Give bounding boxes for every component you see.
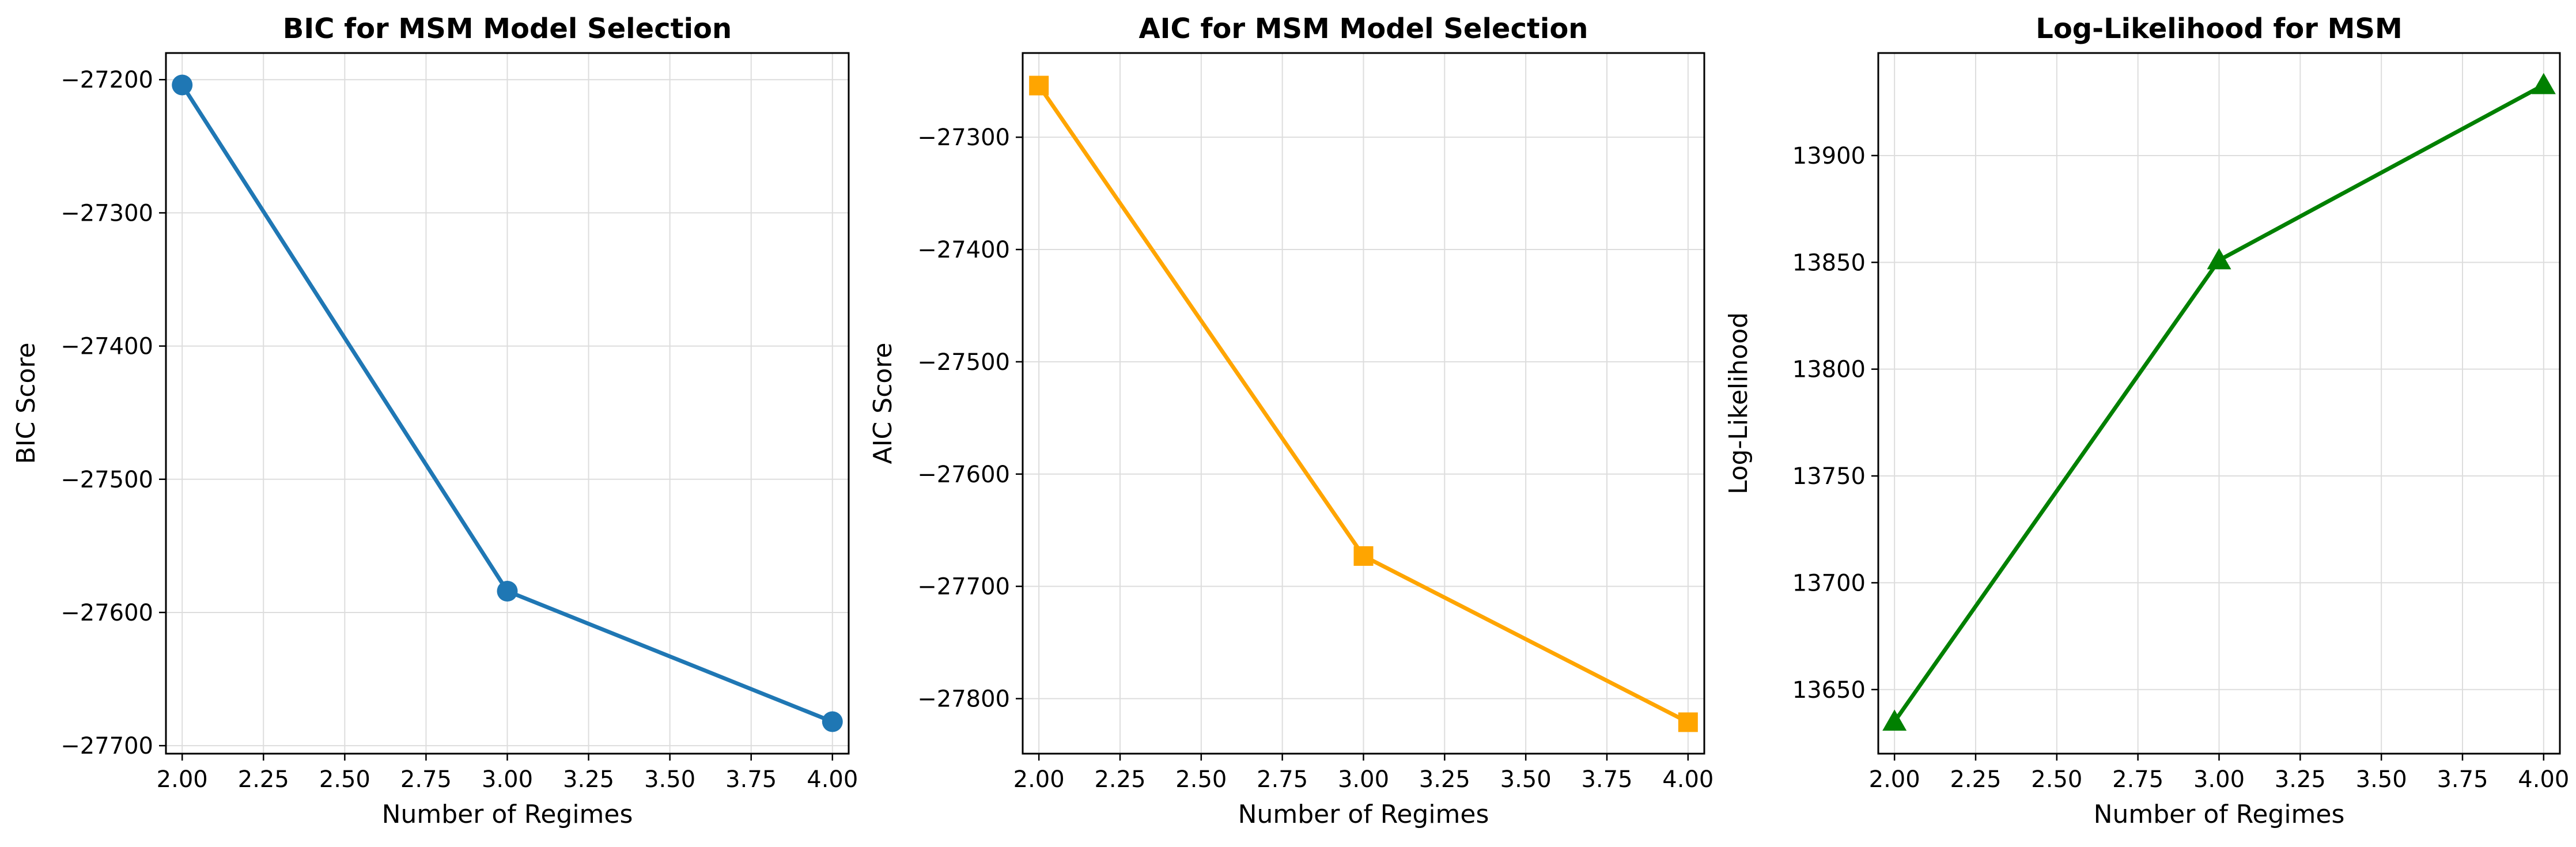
x-tick-label: 4.00 <box>1662 766 1713 793</box>
data-point <box>2207 248 2231 270</box>
x-tick-label: 3.25 <box>563 766 614 793</box>
x-tick-label: 2.75 <box>2112 766 2163 793</box>
y-tick-label: −27500 <box>60 467 153 493</box>
y-tick-label: −27200 <box>60 67 153 93</box>
x-tick-label: 2.25 <box>1094 766 1145 793</box>
data-point <box>172 74 193 96</box>
x-tick-label: 3.25 <box>1419 766 1470 793</box>
x-tick-label: 3.75 <box>725 766 777 793</box>
x-axis-label: Number of Regimes <box>1238 800 1489 829</box>
data-point <box>1353 546 1374 566</box>
x-tick-label: 3.00 <box>482 766 533 793</box>
x-tick-label: 3.25 <box>2275 766 2326 793</box>
y-tick-label: 13800 <box>1792 357 1866 383</box>
y-tick-label: −27800 <box>917 686 1010 713</box>
x-tick-label: 2.50 <box>1175 766 1227 793</box>
y-tick-label: 13900 <box>1792 143 1866 169</box>
y-tick-label: 13700 <box>1792 570 1866 596</box>
x-tick-label: 3.00 <box>2193 766 2245 793</box>
chart-panel-1: 2.00 2.25 2.50 2.75 3.00 3.25 3.50 3.75 4.00 −272… <box>12 13 858 829</box>
x-tick-label: 2.25 <box>1950 766 2001 793</box>
y-tick-label: −27300 <box>60 200 153 226</box>
x-tick-label: 2.75 <box>1257 766 1308 793</box>
y-tick-label: −27700 <box>60 733 153 759</box>
y-tick-label: −27600 <box>917 462 1010 488</box>
x-tick-label: 3.75 <box>2437 766 2488 793</box>
x-tick-label: 4.00 <box>2518 766 2569 793</box>
y-axis-label: BIC Score <box>12 342 41 464</box>
y-tick-label: −27400 <box>60 334 153 360</box>
y-axis-label: AIC Score <box>868 342 898 464</box>
data-point <box>497 580 518 602</box>
x-tick-label: 2.00 <box>1869 766 1920 793</box>
data-point <box>2531 73 2556 94</box>
data-point <box>822 711 843 732</box>
x-tick-label: 2.50 <box>2031 766 2082 793</box>
plot-frame <box>1022 52 1705 755</box>
x-tick-label: 3.75 <box>1581 766 1632 793</box>
x-tick-label: 2.50 <box>319 766 370 793</box>
y-tick-label: 13650 <box>1792 677 1866 704</box>
plot-frame <box>1877 52 2561 755</box>
y-tick-label: −27500 <box>917 349 1010 376</box>
x-tick-label: 3.00 <box>1338 766 1389 793</box>
x-tick-label: 4.00 <box>807 766 858 793</box>
chart-title: Log-Likelihood for MSM <box>2036 13 2403 45</box>
data-point <box>1029 75 1049 96</box>
y-tick-label: −27400 <box>917 237 1010 263</box>
x-tick-label: 2.00 <box>1013 766 1065 793</box>
x-tick-label: 3.50 <box>644 766 695 793</box>
y-tick-label: 13850 <box>1792 249 1866 276</box>
x-axis-label: Number of Regimes <box>2094 800 2345 829</box>
data-point <box>1678 712 1698 732</box>
y-tick-label: −27700 <box>917 574 1010 600</box>
data-point <box>1882 709 1907 731</box>
y-tick-label: −27600 <box>60 600 153 626</box>
chart-title: AIC for MSM Model Selection <box>1139 13 1588 45</box>
chart-title: BIC for MSM Model Selection <box>283 13 732 45</box>
x-tick-label: 3.50 <box>1500 766 1552 793</box>
y-tick-label: −27300 <box>917 124 1010 151</box>
y-axis-label: Log-Likelihood <box>1724 312 1753 494</box>
x-axis-label: Number of Regimes <box>382 800 633 829</box>
x-tick-label: 2.25 <box>238 766 289 793</box>
plot-frame <box>165 52 850 755</box>
chart-panel-3: 2.00 2.25 2.50 2.75 3.00 3.25 3.50 3.75 4.00 1365… <box>1724 13 2569 829</box>
x-tick-label: 2.00 <box>157 766 208 793</box>
chart-panel-2: 2.00 2.25 2.50 2.75 3.00 3.25 3.50 3.75 4.00 −273… <box>868 13 1713 829</box>
y-tick-label: 13750 <box>1792 463 1866 490</box>
x-tick-label: 3.50 <box>2356 766 2407 793</box>
x-tick-label: 2.75 <box>400 766 452 793</box>
